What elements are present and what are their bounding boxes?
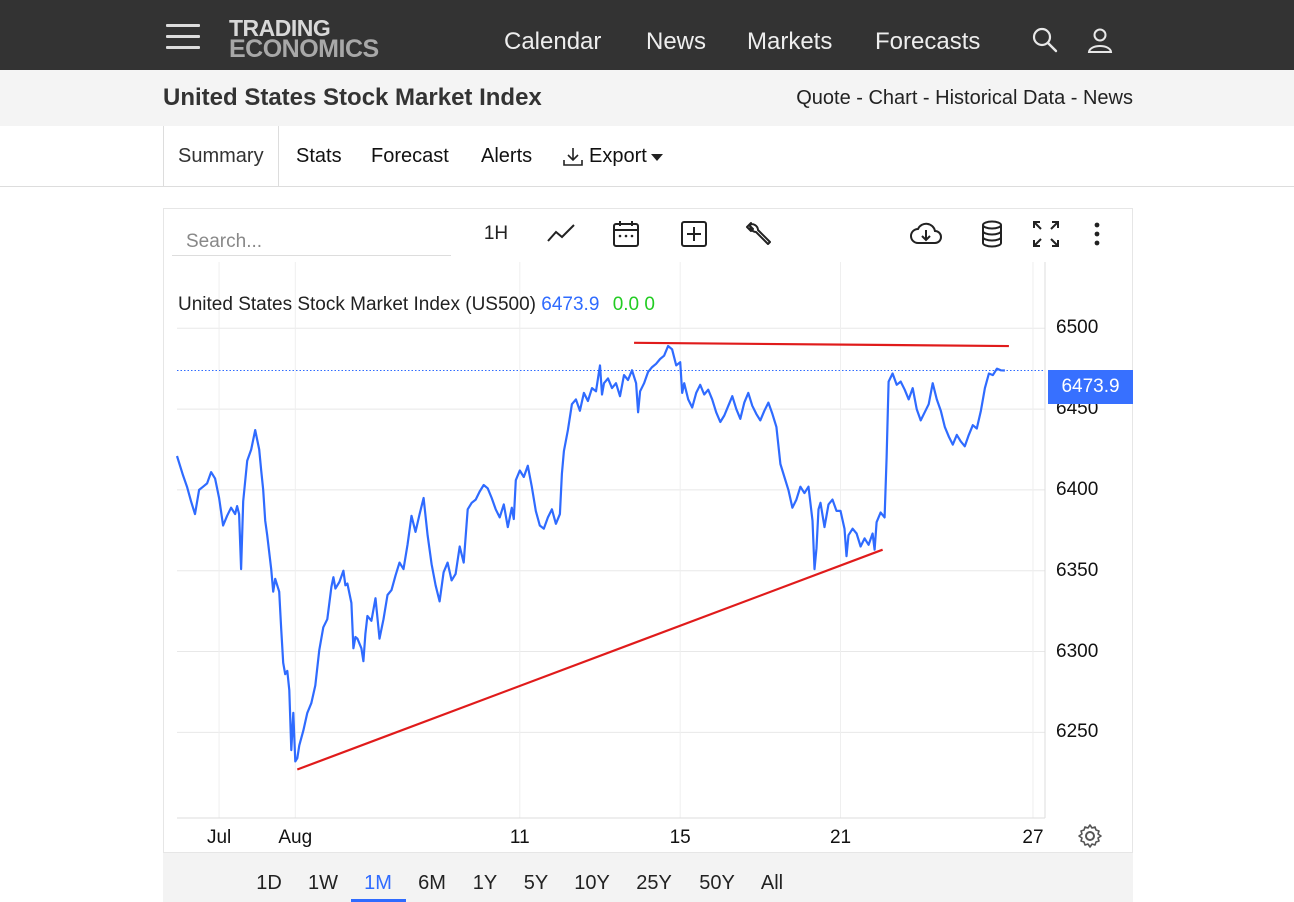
database-icon[interactable] [977, 219, 1007, 249]
tab-export[interactable]: Export [562, 145, 663, 168]
price-series-line [175, 344, 1005, 763]
legend-change: 0.0 0 [612, 294, 655, 315]
line-chart-icon[interactable] [546, 219, 576, 249]
nav-news[interactable]: News [646, 28, 707, 55]
tab-stats[interactable]: Stats [296, 145, 342, 167]
link-separator: - [850, 87, 869, 109]
x-tick-label: 27 [1022, 827, 1044, 848]
more-vertical-icon[interactable] [1082, 219, 1112, 249]
link-separator: - [1065, 87, 1083, 109]
sub-nav-links: Quote - Chart - Historical Data - News [796, 87, 1133, 110]
x-tick-label: Aug [278, 827, 313, 848]
x-tick-label: 15 [669, 827, 691, 848]
interval-selector[interactable]: 1H [483, 223, 509, 244]
y-tick-label: 6500 [1056, 317, 1099, 339]
tab-alerts[interactable]: Alerts [481, 145, 533, 167]
last-price-tag: 6473.9 [1048, 370, 1133, 404]
x-tick-label: 11 [509, 827, 530, 848]
range-selector: 1D 1W 1M 6M 1Y 5Y 10Y 25Y 50Y All [163, 852, 1133, 902]
menu-icon[interactable] [166, 24, 200, 52]
gear-icon[interactable] [1077, 823, 1103, 849]
calendar-icon[interactable] [611, 219, 641, 249]
logo-line1: TRADING [229, 15, 331, 41]
chart-search-input[interactable] [172, 222, 451, 256]
sub-header [0, 70, 1294, 126]
link-quote[interactable]: Quote [796, 87, 851, 109]
download-icon [563, 147, 583, 166]
legend-series-name: United States Stock Market Index (US500) [178, 294, 536, 315]
nav-markets[interactable]: Markets [747, 28, 833, 55]
range-1w[interactable]: 1W [308, 872, 338, 894]
tab-forecast[interactable]: Forecast [371, 145, 449, 167]
range-1m[interactable]: 1M [364, 872, 392, 894]
nav-forecasts[interactable]: Forecasts [875, 28, 981, 55]
trendline [296, 548, 884, 771]
trendline [634, 341, 1009, 348]
link-news[interactable]: News [1082, 87, 1133, 109]
x-tick-label: Jul [206, 827, 232, 848]
range-50y[interactable]: 50Y [699, 872, 735, 894]
user-icon[interactable] [1086, 26, 1114, 54]
range-5y[interactable]: 5Y [523, 872, 549, 894]
page-tabs: Summary Stats Forecast Alerts Export [0, 126, 1294, 187]
y-tick-label: 6350 [1056, 559, 1099, 581]
export-label: Export [589, 145, 647, 167]
add-compare-icon[interactable] [679, 219, 709, 249]
search-icon[interactable] [1031, 26, 1059, 54]
caret-down-icon [650, 153, 663, 161]
nav-calendar[interactable]: Calendar [504, 28, 602, 55]
link-historical-data[interactable]: Historical Data [935, 87, 1066, 109]
chart-container [163, 208, 1133, 901]
wrench-icon[interactable] [743, 219, 773, 249]
y-tick-label: 6400 [1056, 478, 1099, 500]
logo-line2: ECONOMICS [229, 35, 379, 63]
range-all[interactable]: All [760, 872, 784, 894]
trading-economics-logo[interactable]: TRADING ECONOMICS [229, 15, 379, 63]
page-title: United States Stock Market Index [163, 84, 542, 111]
y-tick-label: 6300 [1056, 640, 1099, 662]
range-1y[interactable]: 1Y [472, 872, 498, 894]
fullscreen-icon[interactable] [1031, 219, 1061, 249]
chart-legend: United States Stock Market Index (US500)… [178, 294, 655, 316]
x-tick-label: 21 [829, 827, 852, 848]
range-10y[interactable]: 10Y [574, 872, 610, 894]
range-6m[interactable]: 6M [418, 872, 446, 894]
legend-value: 6473.9 [541, 294, 600, 315]
range-1d[interactable]: 1D [256, 872, 282, 894]
tab-summary[interactable]: Summary [163, 126, 279, 186]
cloud-download-icon[interactable] [909, 219, 943, 249]
top-navigation-bar: TRADING ECONOMICS Calendar News Markets … [0, 0, 1294, 70]
range-25y[interactable]: 25Y [636, 872, 672, 894]
y-tick-label: 6250 [1056, 721, 1099, 743]
link-separator: - [917, 87, 936, 109]
link-chart[interactable]: Chart [868, 87, 918, 109]
